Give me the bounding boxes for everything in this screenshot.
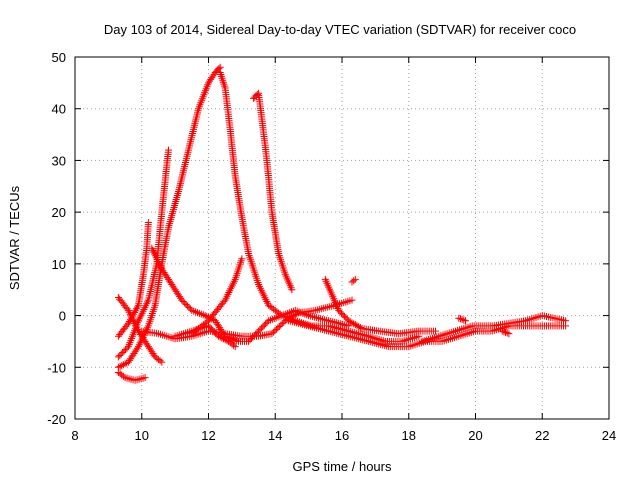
marker-plus [418,312,570,345]
marker-plus [321,275,439,338]
marker-plus [114,369,149,384]
x-tick-label: 12 [201,428,215,443]
series-arc-16 [455,314,469,325]
x-axis-ticks: 8 10 12 14 16 18 20 22 24 [71,57,616,443]
marker-plus [188,255,246,338]
series-arc-13 [321,275,439,338]
marker-plus [114,146,172,361]
y-tick-label: 30 [52,153,66,168]
series-arc-11 [188,255,246,338]
x-tick-label: 22 [535,428,549,443]
data-points [114,63,570,384]
y-tick-label: -20 [47,412,66,427]
marker-plus [250,89,296,294]
x-tick-label: 20 [468,428,482,443]
series-arc-15 [348,275,359,286]
series-arc-8 [250,89,296,294]
marker-plus [114,63,224,371]
series-arc-17 [498,327,513,338]
series-arc-2 [114,369,149,384]
x-tick-label: 8 [71,428,78,443]
x-tick-label: 10 [135,428,149,443]
marker-plus [348,275,359,286]
x-axis-label: GPS time / hours [293,459,392,474]
y-axis-label: SDTVAR / TECUs [7,185,22,290]
y-tick-label: 40 [52,102,66,117]
y-tick-label: 50 [52,50,66,65]
series-arc-4 [114,63,224,371]
x-tick-label: 24 [602,428,616,443]
chart-title: Day 103 of 2014, Sidereal Day-to-day VTE… [104,22,576,37]
series-arc-7 [216,69,423,345]
marker-plus [138,296,356,343]
marker-plus [216,69,423,345]
y-tick-label: 0 [59,309,66,324]
y-axis-ticks: -20 -10 0 10 20 30 40 50 [47,50,609,427]
y-tick-label: 10 [52,257,66,272]
marker-plus [114,294,166,366]
series-arc-3 [114,146,172,361]
x-tick-label: 14 [268,428,282,443]
x-tick-label: 16 [335,428,349,443]
marker-plus [455,314,469,325]
x-tick-label: 18 [402,428,416,443]
y-tick-label: -10 [47,360,66,375]
grid-lines [75,57,609,419]
series-arc-5 [114,294,166,366]
series-arc-14 [418,312,570,345]
series-arc-10 [138,296,356,343]
y-tick-label: 20 [52,205,66,220]
marker-plus [498,327,513,338]
